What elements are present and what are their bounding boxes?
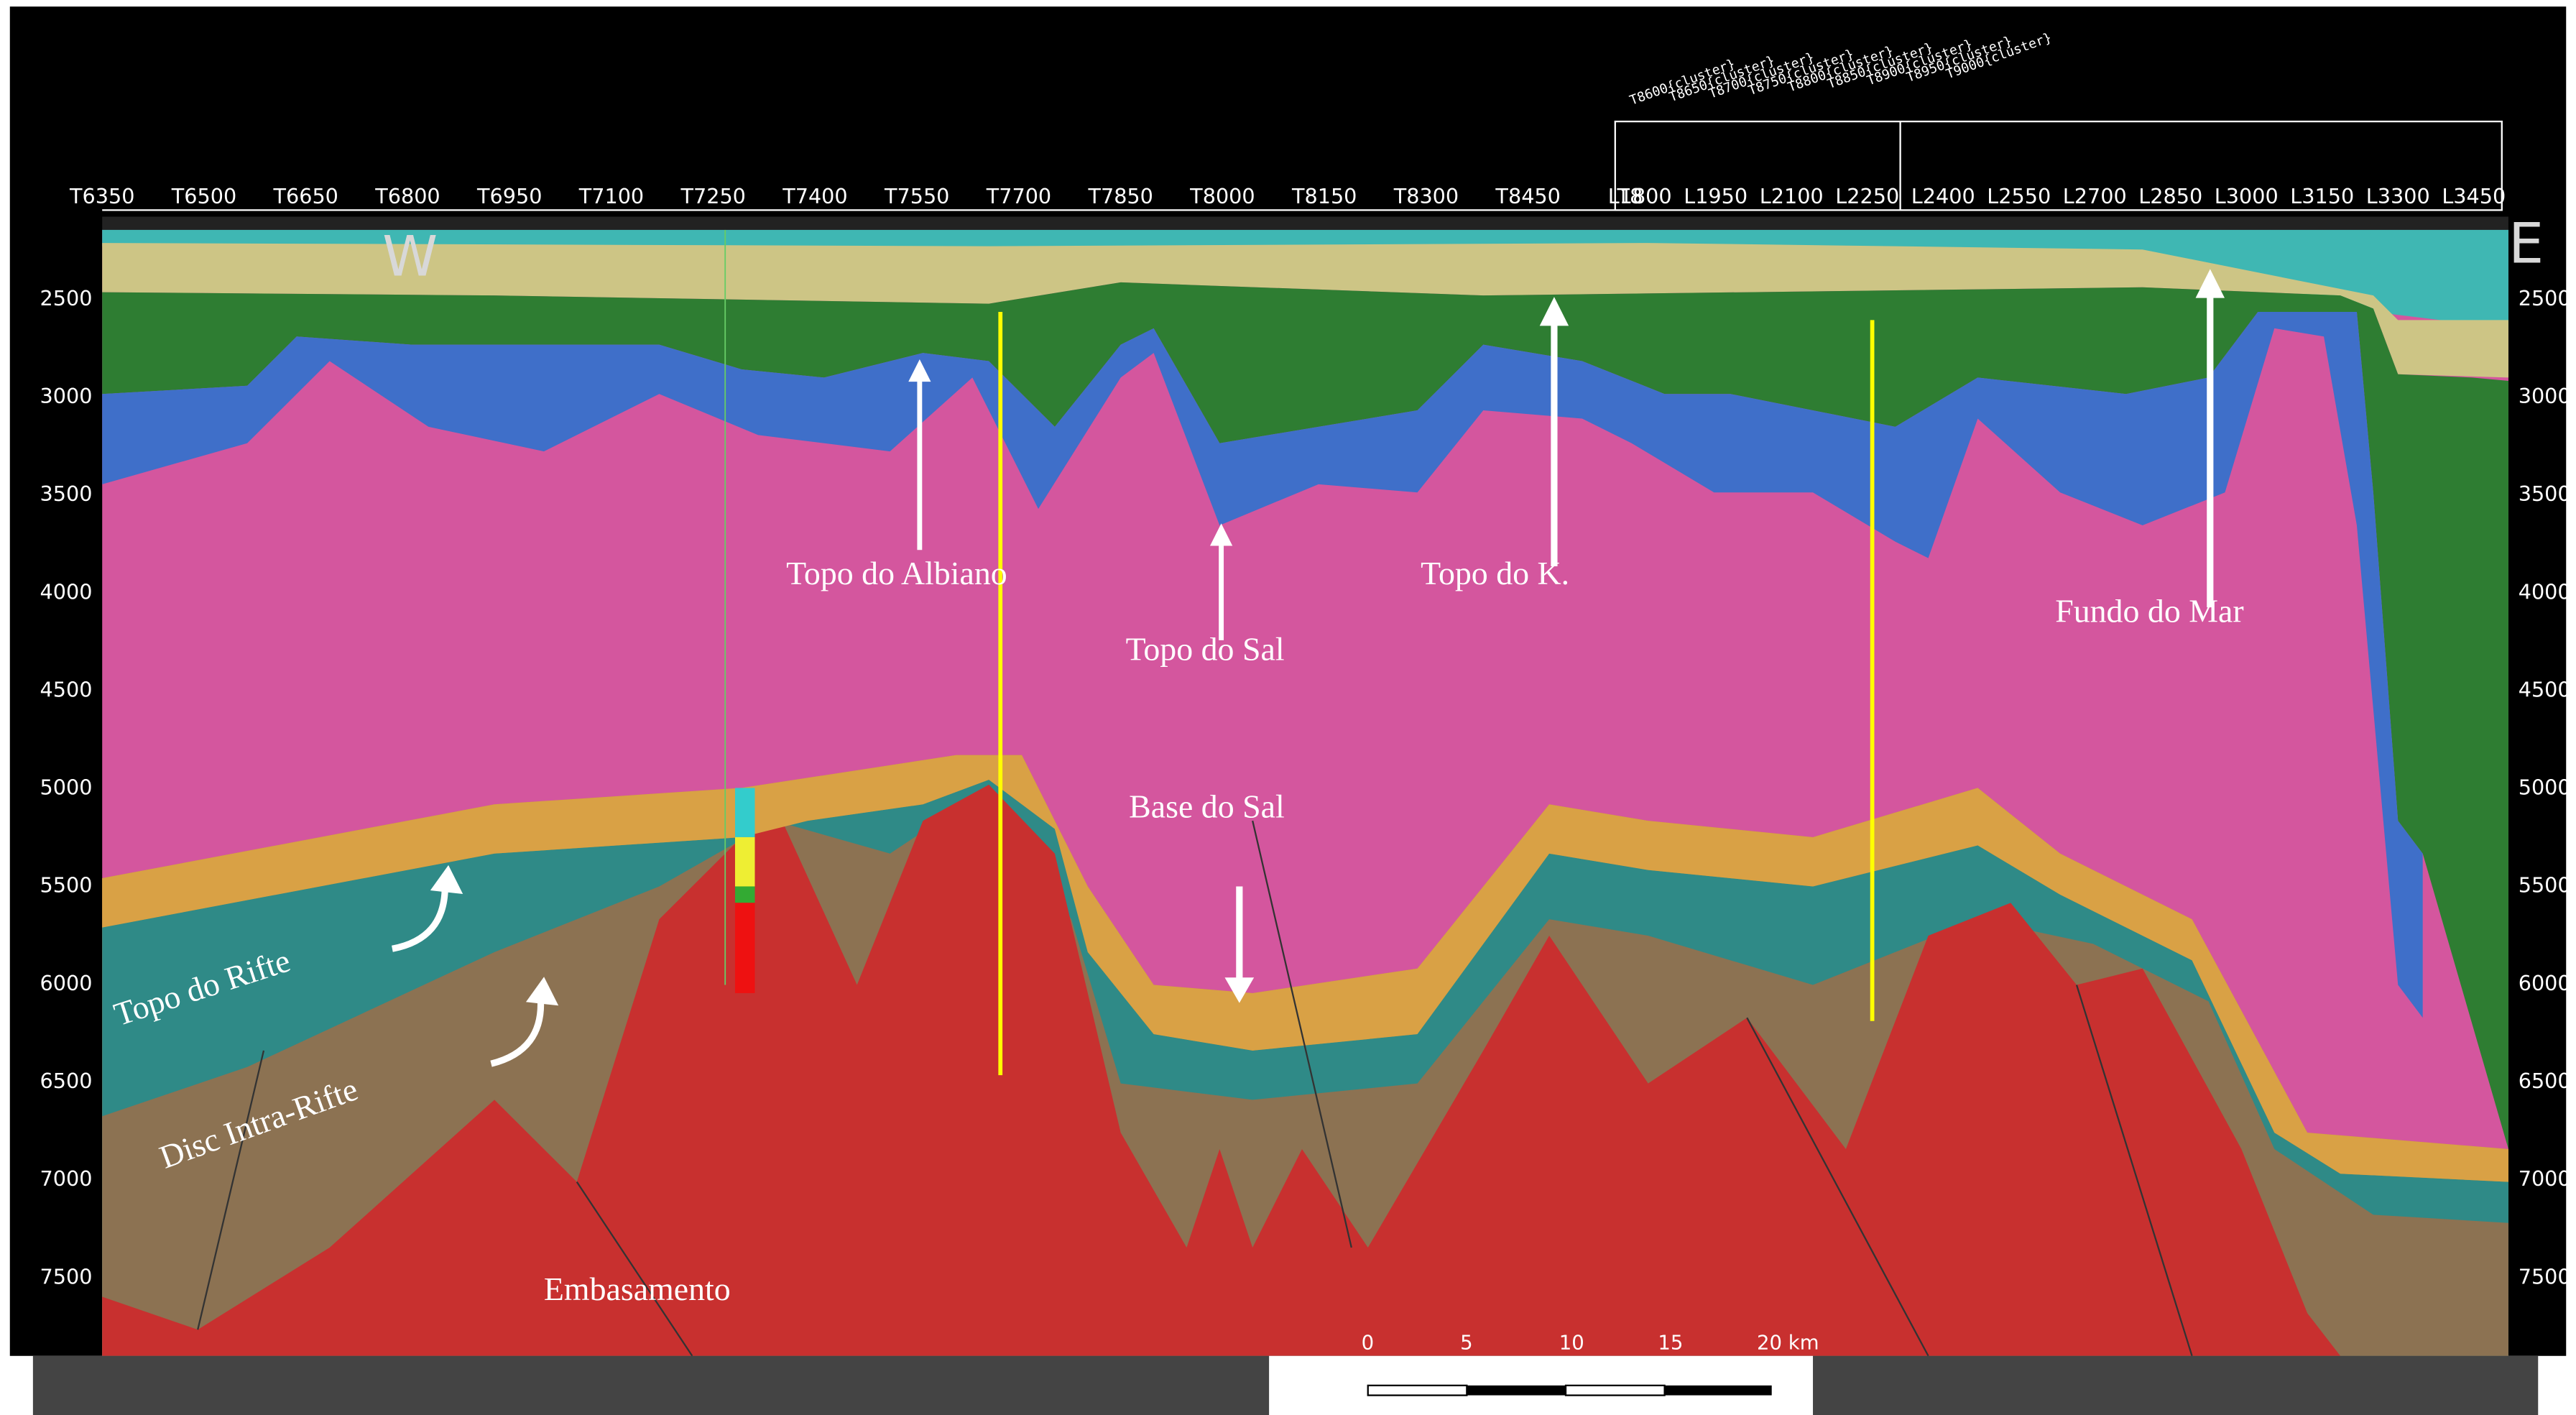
west-label: W <box>382 225 438 290</box>
top-axis-label: T7100 <box>578 184 644 208</box>
post-salt-yellow <box>102 243 2508 378</box>
fault <box>2075 985 2193 1357</box>
fault <box>1746 1017 1929 1357</box>
arrow <box>392 886 448 952</box>
top-axis-label: T8150 <box>1291 184 1357 208</box>
depth-label-left: 6000 <box>40 971 92 995</box>
depth-label-right: 6000 <box>2519 971 2571 995</box>
scale-label: 15 <box>1658 1332 1683 1355</box>
depth-label-right: 5000 <box>2519 775 2571 800</box>
depth-label-right: 4500 <box>2519 677 2571 701</box>
layers <box>102 229 2508 1356</box>
top-axis-label: T8000 <box>1189 184 1255 208</box>
well-log <box>734 788 755 837</box>
top-axis-label: L2400 <box>1911 184 1975 208</box>
depth-label-left: 2500 <box>40 286 92 310</box>
depth-label-right: 7000 <box>2519 1166 2571 1191</box>
depth-label-right: 3500 <box>2519 481 2571 506</box>
depth-label-left: 3000 <box>40 384 92 408</box>
scale-label: 5 <box>1460 1332 1473 1355</box>
top-axis-label: T8 <box>1617 184 1643 208</box>
horizon-label: Topo do K. <box>1421 555 1569 591</box>
horizon-label: Base do Sal <box>1129 788 1285 825</box>
top-axis-label: T6800 <box>374 184 440 208</box>
horizon-label: Topo do Sal <box>1126 630 1285 667</box>
top-axis-label: L1950 <box>1684 184 1748 208</box>
arrow-head <box>2195 269 2225 298</box>
depth-label-right: 2500 <box>2519 286 2571 310</box>
horizon-label: Fundo do Mar <box>2055 593 2243 630</box>
arrow-head <box>1209 523 1233 546</box>
arrows <box>392 269 2225 1067</box>
fault <box>1252 820 1352 1248</box>
base-salt-orange <box>102 755 2508 1182</box>
depth-label-right: 3000 <box>2519 384 2571 408</box>
top-axis-label: L2550 <box>1987 184 2051 208</box>
scale-label: 10 <box>1559 1332 1584 1355</box>
arrow-head <box>430 865 463 894</box>
top-axis-label: L2850 <box>2138 184 2202 208</box>
horizon-label: Embasamento <box>544 1271 731 1307</box>
depth-label-left: 4500 <box>40 677 92 701</box>
top-axis-label: T8300 <box>1393 184 1459 208</box>
top-axis-label: L3450 <box>2442 184 2506 208</box>
depth-label-right: 7500 <box>2519 1264 2571 1289</box>
top-axis-label: L3000 <box>2215 184 2279 208</box>
top-axis-label: T7700 <box>986 184 1051 208</box>
depth-label-left: 3500 <box>40 481 92 506</box>
depth-label-right: 5500 <box>2519 873 2571 898</box>
faults <box>197 820 2193 1357</box>
fault <box>576 1181 693 1357</box>
depth-label-right: 6500 <box>2519 1069 2571 1093</box>
top-axis-label: L3300 <box>2366 184 2430 208</box>
top-axis-label: T8450 <box>1495 184 1560 208</box>
top-axis-label: T6650 <box>272 184 338 208</box>
arrow-head <box>1539 297 1569 326</box>
depth-label-left: 5000 <box>40 775 92 800</box>
depth-label-right: 4000 <box>2519 579 2571 604</box>
basement-red <box>102 784 2341 1356</box>
depth-label-left: 4000 <box>40 579 92 604</box>
scale-segment <box>1367 1384 1468 1396</box>
scale-segment <box>1564 1384 1666 1396</box>
well-log <box>734 886 755 903</box>
tick-strip <box>102 216 2508 230</box>
top-axis-label: L1800 <box>1608 184 1672 208</box>
scale-segment <box>1664 1385 1772 1396</box>
depth-label-left: 7500 <box>40 1264 92 1289</box>
top-axis <box>102 120 2503 211</box>
arrow-head <box>1224 977 1255 1003</box>
depth-label-left: 7000 <box>40 1166 92 1191</box>
depth-label-left: 5500 <box>40 873 92 898</box>
top-axis-label: T6350 <box>69 184 134 208</box>
albian-blue <box>102 312 2423 1018</box>
arrow <box>490 997 545 1067</box>
top-axis-label: T7850 <box>1087 184 1153 208</box>
top-axis-label: L2700 <box>2063 184 2127 208</box>
top-axis-label: T7550 <box>884 184 949 208</box>
well-log <box>734 836 755 887</box>
well-log <box>734 903 755 993</box>
arrow-head <box>525 977 559 1006</box>
scale-segment <box>1467 1385 1566 1396</box>
axis-box <box>1614 120 2503 211</box>
scale-label: 0 <box>1362 1332 1375 1355</box>
top-axis-label: T7250 <box>680 184 745 208</box>
top-axis-label: L2250 <box>1835 184 1899 208</box>
scale-label: 20 km <box>1757 1332 1819 1355</box>
horizon-label: Topo do Albiano <box>786 555 1007 591</box>
top-axis-label: L3150 <box>2290 184 2354 208</box>
top-axis-label: L2100 <box>1760 184 1824 208</box>
fault <box>197 1050 265 1330</box>
top-axis-label: T6950 <box>476 184 542 208</box>
top-axis-label: T7400 <box>782 184 847 208</box>
arrow-head <box>908 359 931 382</box>
depth-label-left: 6500 <box>40 1069 92 1093</box>
top-axis-label: T6500 <box>171 184 236 208</box>
well <box>724 229 755 993</box>
scale-bar <box>1367 1384 1772 1396</box>
east-label: E <box>2508 212 2544 277</box>
